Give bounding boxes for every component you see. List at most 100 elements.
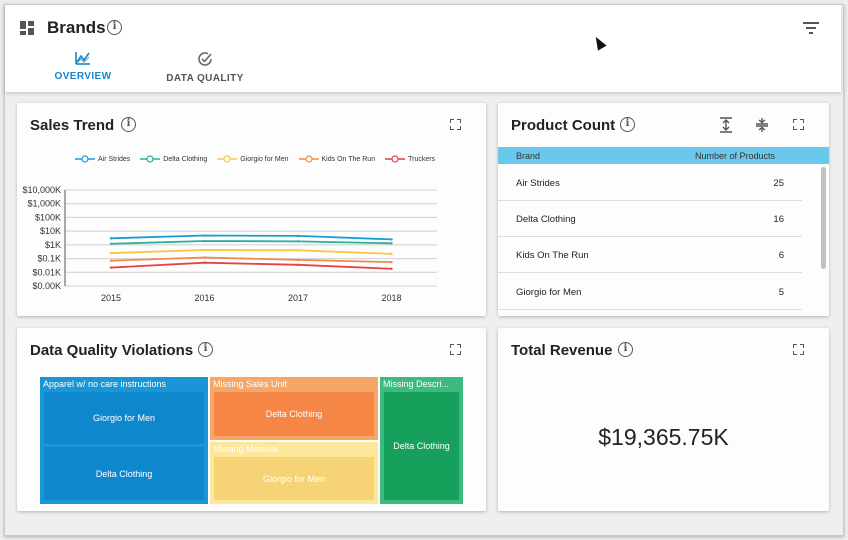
treemap-group[interactable]: Missing Sales Unit Delta Clothing [210,377,378,440]
x-tick-label: 2015 [101,293,121,303]
check-circle-icon [198,52,212,66]
filter-icon[interactable] [803,22,819,34]
fullscreen-icon[interactable] [450,344,461,355]
series-line[interactable] [110,234,392,241]
legend-marker-icon [298,155,319,163]
fullscreen-icon[interactable] [793,119,804,130]
treemap-group-label: Apparel w/ no care instructions [43,379,167,389]
brand-cell: Kids On The Run [516,250,589,261]
y-tick-label: $1,000K [27,199,61,209]
x-tick-label: 2018 [381,293,401,303]
treemap-cell[interactable]: Delta Clothing [214,392,374,436]
column-header-brand[interactable]: Brand [516,151,541,161]
data-point[interactable] [390,260,393,264]
legend-item[interactable]: Air Strides [75,155,130,163]
data-point[interactable] [203,234,206,237]
data-point[interactable] [203,256,206,259]
card-title: Total Revenue [511,342,613,359]
info-icon[interactable]: i [121,117,136,132]
brand-cell: Giorgio for Men [516,287,582,298]
data-point[interactable] [109,251,113,255]
data-point[interactable] [109,259,113,262]
sales-trend-card: Sales Trend i Air Strides Delta Clothing G… [17,103,486,316]
legend-label: Truckers [408,155,436,163]
count-cell: 16 [773,214,784,225]
total-revenue-card: Total Revenue i $19,365.75K [498,328,829,511]
data-point[interactable] [203,239,206,243]
data-point[interactable] [390,267,393,270]
y-tick-label: $1K [45,240,61,250]
legend-marker-icon [217,155,238,163]
data-point[interactable] [390,242,393,245]
fullscreen-icon[interactable] [793,344,804,355]
data-point[interactable] [296,263,300,267]
treemap-group-label: Missing Descri... [383,379,450,389]
legend-label: Kids On The Run [321,155,376,163]
series-line[interactable] [110,249,392,255]
info-icon[interactable]: i [198,342,213,357]
legend-item[interactable]: Truckers [385,155,435,163]
info-icon[interactable]: i [107,20,122,35]
data-point[interactable] [296,234,300,238]
collapse-rows-icon[interactable] [755,117,769,133]
y-tick-label: $0.1K [37,254,61,264]
data-point[interactable] [109,242,113,245]
card-title: Data Quality Violations [30,342,194,359]
data-point[interactable] [203,248,206,252]
treemap-cell[interactable]: Delta Clothing [384,392,459,500]
y-tick-label: $10,000K [22,185,61,195]
tab-data-quality[interactable]: DATA QUALITY [157,51,253,84]
data-point[interactable] [390,252,393,256]
treemap-cell[interactable]: Delta Clothing [44,447,204,500]
card-title: Sales Trend [30,117,115,134]
scrollbar[interactable] [821,167,826,269]
info-icon[interactable]: i [620,117,635,132]
legend-item[interactable]: Delta Clothing [140,155,207,163]
data-quality-violations-card: Data Quality Violations i Apparel w/ no … [17,328,486,511]
data-point[interactable] [109,237,113,240]
legend-item[interactable]: Kids On The Run [298,155,376,163]
legend-marker-icon [140,155,161,163]
brand-cell: Delta Clothing [516,214,576,225]
data-point[interactable] [109,266,113,269]
data-point[interactable] [203,261,206,264]
legend-label: Delta Clothing [163,155,208,163]
legend-item[interactable]: Giorgio for Men [217,155,289,163]
data-point[interactable] [296,249,300,252]
series-line[interactable] [110,240,392,245]
info-icon[interactable]: i [618,342,633,357]
y-tick-label: $10K [40,226,61,236]
table-header: Brand Number of Products [498,147,829,164]
line-chart-icon [75,52,90,65]
data-point[interactable] [296,240,300,243]
table-row[interactable]: Kids On The Run 6 [498,237,802,273]
tab-overview-label: OVERVIEW [54,71,112,82]
y-tick-label: $0.00K [32,281,61,291]
data-point[interactable] [296,258,300,262]
x-tick-label: 2017 [288,293,308,303]
x-tick-label: 2016 [194,293,214,303]
legend-label: Giorgio for Men [240,155,289,163]
expand-rows-icon[interactable] [719,117,733,133]
treemap-group[interactable]: Missing Descri... Delta Clothing [380,377,463,504]
product-count-card: Product Count i Brand Number of Products… [498,103,829,316]
brand-cell: Air Strides [516,178,560,189]
page-title: Brands [47,18,106,37]
treemap-group[interactable]: Apparel w/ no care instructions Giorgio … [40,377,208,504]
table-row[interactable]: Air Strides 25 [498,165,802,201]
card-title: Product Count [511,117,616,134]
series-line[interactable] [110,256,392,264]
legend-label: Air Strides [98,155,131,163]
table-row[interactable]: Giorgio for Men 5 [498,274,802,310]
table-row[interactable]: Delta Clothing 16 [498,201,802,237]
treemap-cell[interactable]: Giorgio for Men [214,457,374,500]
series-line[interactable] [110,261,392,270]
treemap-cell[interactable]: Giorgio for Men [44,392,204,444]
data-point[interactable] [390,238,393,241]
treemap-group[interactable]: Missing Material Giorgio for Men [210,442,378,504]
sales-trend-chart: $0.00K $0.01K $0.1K $1K $10K $100K $1,000K $10,… [22,185,437,303]
total-revenue-value: $19,365.75K [598,424,729,450]
fullscreen-icon[interactable] [450,119,461,130]
tab-overview[interactable]: OVERVIEW [45,51,121,82]
column-header-count[interactable]: Number of Products [695,151,776,161]
